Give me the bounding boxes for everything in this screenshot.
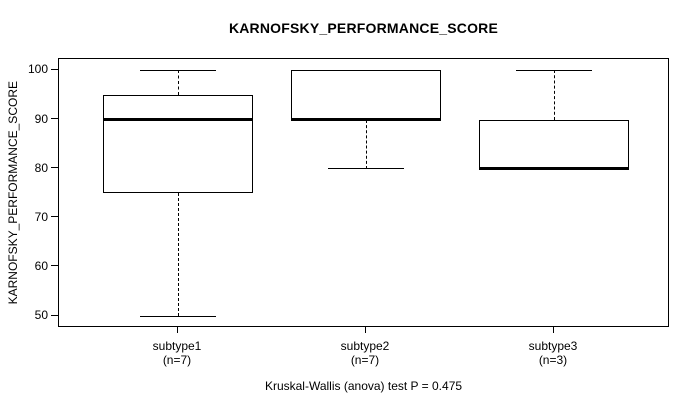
group-name: subtype2	[340, 339, 390, 353]
lower-staple	[140, 315, 216, 317]
boxplot-box	[479, 119, 629, 169]
lower-whisker	[177, 193, 179, 317]
group-name: subtype3	[528, 339, 578, 353]
stat-annotation: Kruskal-Wallis (anova) test P = 0.475	[264, 379, 463, 393]
y-tick-mark	[51, 68, 58, 70]
lower-whisker	[365, 119, 367, 169]
x-tick-mark	[552, 327, 554, 333]
median-line	[103, 118, 253, 122]
group-count: (n=7)	[162, 353, 192, 367]
y-tick-label: 90	[34, 111, 48, 126]
group-count: (n=7)	[350, 353, 380, 367]
upper-staple	[516, 69, 592, 71]
median-line	[291, 118, 441, 122]
y-tick-label: 60	[34, 258, 48, 273]
y-tick-label: 70	[34, 209, 48, 224]
upper-whisker	[177, 70, 179, 95]
x-group-label: subtype3 (n=3)	[483, 339, 623, 367]
x-group-label: subtype1 (n=7)	[107, 339, 247, 367]
lower-staple	[328, 168, 404, 170]
y-tick-mark	[51, 167, 58, 169]
y-tick-label: 50	[34, 308, 48, 323]
upper-whisker	[553, 70, 555, 120]
boxplot-box	[103, 94, 253, 194]
y-tick-mark	[51, 314, 58, 316]
y-axis-label-container: KARNOFSKY_PERFORMANCE_SCORE	[2, 58, 24, 327]
boxplot-box	[291, 70, 441, 120]
group-name: subtype1	[152, 339, 202, 353]
y-tick-label: 100	[27, 62, 48, 77]
plot-area	[58, 58, 669, 327]
x-tick-mark	[176, 327, 178, 333]
y-tick-label: 80	[34, 160, 48, 175]
y-tick-mark	[51, 216, 58, 218]
y-tick-mark	[51, 118, 58, 120]
y-tick-mark	[51, 265, 58, 267]
x-group-label: subtype2 (n=7)	[295, 339, 435, 367]
median-line	[479, 167, 629, 171]
group-count: (n=3)	[538, 353, 568, 367]
chart-title: KARNOFSKY_PERFORMANCE_SCORE	[228, 20, 499, 36]
upper-staple	[140, 69, 216, 71]
x-tick-mark	[364, 327, 366, 333]
